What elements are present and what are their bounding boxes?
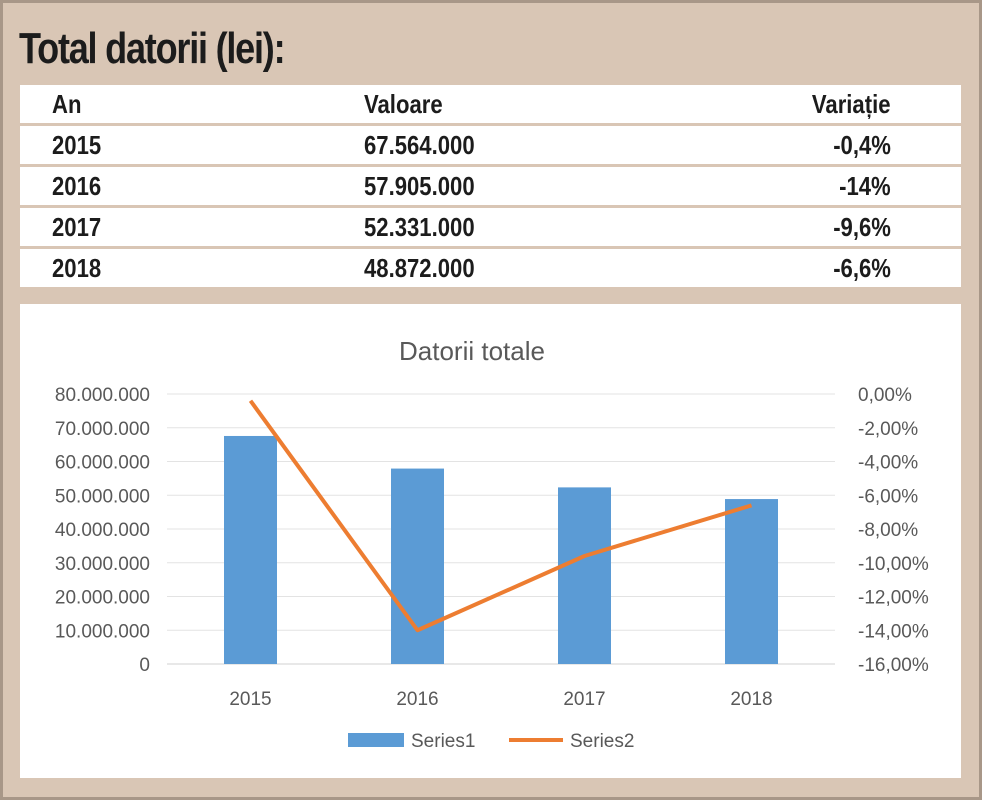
- data-table: An Valoare Variație 2015 67.564.000 -0,4…: [20, 85, 961, 290]
- gridlines: [167, 393, 835, 665]
- table-row: 2017 52.331.000 -9,6%: [20, 208, 961, 246]
- right-axis-tick-label: -6,00%: [858, 486, 918, 507]
- left-axis-tick-label: 80.000.000: [55, 385, 150, 406]
- cell-year: 2016: [52, 171, 102, 201]
- cell-variation: -14%: [839, 171, 891, 201]
- table-row: 2016 57.905.000 -14%: [20, 167, 961, 205]
- x-axis-ticks: 2015 2016 2017 2018: [229, 689, 772, 710]
- right-axis-tick-label: 0,00%: [858, 385, 912, 406]
- chart-panel: Datorii totale 80.000.000 70.000.000 60.00…: [20, 304, 961, 778]
- left-axis-tick-label: 50.000.000: [55, 486, 150, 507]
- cell-variation: -6,6%: [833, 253, 891, 283]
- right-axis-tick-label: -8,00%: [858, 520, 918, 541]
- cell-value: 48.872.000: [364, 253, 475, 283]
- cell-year: 2018: [52, 253, 102, 283]
- left-axis-tick-label: 30.000.000: [55, 554, 150, 575]
- page-title: Total datorii (lei):: [19, 24, 286, 73]
- table-row: 2018 48.872.000 -6,6%: [20, 249, 961, 287]
- column-header-variatie: Variație: [812, 89, 891, 119]
- cell-value: 52.331.000: [364, 212, 475, 242]
- bar-2018: [725, 499, 778, 664]
- left-axis-tick-label: 10.000.000: [55, 621, 150, 642]
- x-axis-tick-label: 2018: [730, 689, 772, 710]
- table-row: 2015 67.564.000 -0,4%: [20, 126, 961, 164]
- bar-series: [224, 435, 778, 664]
- right-axis-ticks: 0,00% -2,00% -4,00% -6,00% -8,00% -10,00% -12,…: [858, 385, 929, 676]
- cell-year: 2015: [52, 130, 102, 160]
- right-axis-tick-label: -4,00%: [858, 453, 918, 474]
- bar-2015: [224, 435, 277, 664]
- left-axis-tick-label: 70.000.000: [55, 419, 150, 440]
- x-axis-tick-label: 2015: [229, 689, 271, 710]
- line-series: [248, 399, 753, 633]
- column-header-valoare: Valoare: [364, 89, 443, 119]
- left-axis-ticks: 80.000.000 70.000.000 60.000.000 50.000.000…: [55, 385, 150, 676]
- legend-label-series1: Series1: [411, 731, 475, 752]
- bar-2017: [558, 487, 611, 664]
- cell-year: 2017: [52, 212, 102, 242]
- left-axis-tick-label: 20.000.000: [55, 588, 150, 609]
- legend-swatch-series1: [348, 733, 404, 747]
- chart-legend: Series1 Series2: [348, 731, 634, 752]
- left-axis-tick-label: 40.000.000: [55, 520, 150, 541]
- cell-value: 67.564.000: [364, 130, 475, 160]
- line-series2: [248, 399, 753, 633]
- chart-title: Datorii totale: [399, 336, 545, 366]
- legend-label-series2: Series2: [570, 731, 634, 752]
- left-axis-tick-label: 60.000.000: [55, 453, 150, 474]
- cell-variation: -0,4%: [833, 130, 891, 160]
- combo-chart: Datorii totale 80.000.000 70.000.000 60.00…: [55, 336, 929, 752]
- table-header-row: An Valoare Variație: [20, 85, 961, 123]
- right-axis-tick-label: -12,00%: [858, 588, 929, 609]
- cell-value: 57.905.000: [364, 171, 475, 201]
- cell-variation: -9,6%: [833, 212, 891, 242]
- right-axis-tick-label: -10,00%: [858, 554, 929, 575]
- left-axis-tick-label: 0: [139, 655, 150, 676]
- column-header-an: An: [52, 89, 82, 119]
- x-axis-tick-label: 2016: [396, 689, 438, 710]
- right-axis-tick-label: -16,00%: [858, 655, 929, 676]
- right-axis-tick-label: -2,00%: [858, 419, 918, 440]
- x-axis-tick-label: 2017: [563, 689, 605, 710]
- bar-2016: [391, 468, 444, 664]
- right-axis-tick-label: -14,00%: [858, 621, 929, 642]
